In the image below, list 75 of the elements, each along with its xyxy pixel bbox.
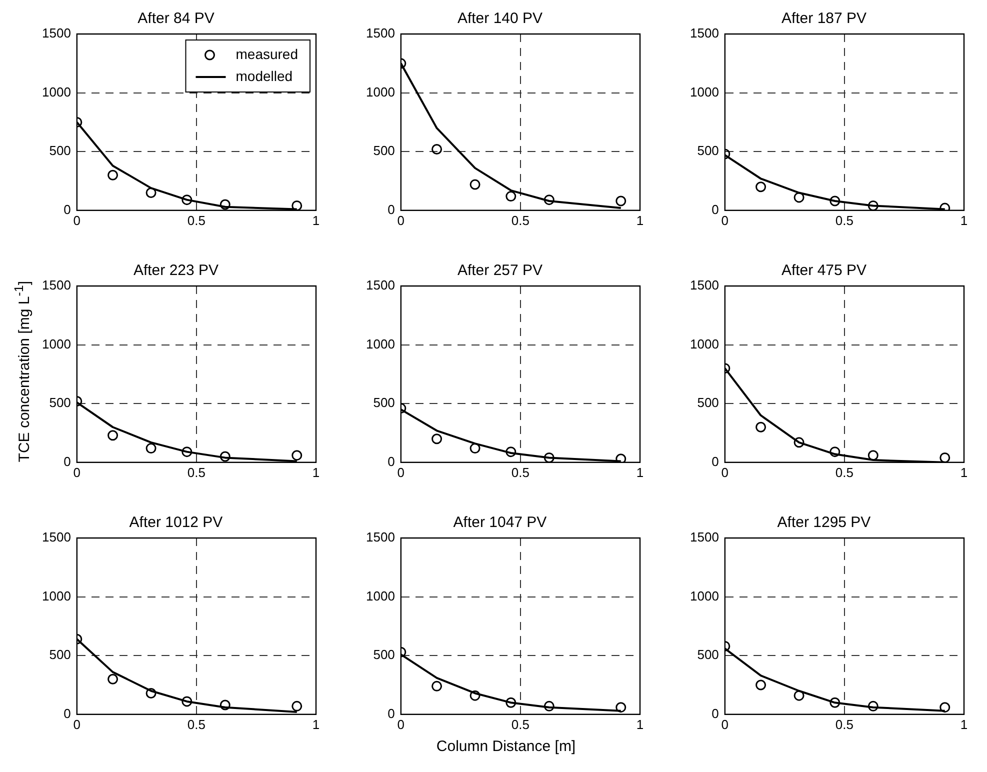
x-tick-label: 0 [721,464,729,480]
y-tick-label: 0 [712,706,719,721]
x-tick-label: 0.5 [835,464,854,480]
x-tick-label: 0.5 [511,464,530,480]
x-tick-label: 1 [960,464,968,480]
y-tick-label: 500 [697,647,719,662]
y-tick-label: 1500 [690,278,719,293]
chart-title: After 257 PV [457,262,543,280]
x-tick-label: 0.5 [187,464,206,480]
chart-title: After 1047 PV [453,514,547,532]
y-tick-label: 1000 [42,588,71,604]
x-tick-label: 0 [397,716,405,732]
x-tick-label: 0 [721,716,729,732]
y-tick-label: 1500 [690,26,719,41]
y-tick-label: 1500 [690,530,719,545]
chart-title: After 1012 PV [129,514,223,532]
y-tick-label: 1500 [42,26,71,41]
x-tick-label: 0.5 [835,716,854,732]
y-tick-label: 500 [49,143,71,158]
y-tick-label: 0 [712,454,719,469]
chart-title: After 475 PV [781,262,867,280]
y-tick-label: 0 [388,706,395,721]
chart-title: After 84 PV [138,10,214,28]
x-tick-label: 0.5 [187,212,206,228]
y-tick-label: 1500 [42,530,71,545]
y-tick-label: 500 [697,395,719,410]
legend-label: modelled [236,68,293,84]
y-tick-label: 0 [64,202,71,217]
y-tick-label: 1000 [690,588,719,604]
y-tick-label: 1500 [366,26,395,41]
x-tick-label: 0 [73,464,81,480]
y-tick-label: 1000 [42,336,71,352]
y-tick-label: 0 [388,454,395,469]
y-tick-label: 500 [373,395,395,410]
y-tick-label: 500 [697,143,719,158]
chart-title: After 223 PV [133,262,219,280]
y-tick-label: 1000 [366,336,395,352]
x-tick-label: 1 [636,212,644,228]
y-tick-label: 500 [373,143,395,158]
x-tick-label: 0.5 [835,212,854,228]
y-tick-label: 0 [388,202,395,217]
y-tick-label: 1000 [366,84,395,100]
x-axis-title: Column Distance [m] [435,738,577,755]
y-tick-label: 1500 [42,278,71,293]
y-tick-label: 500 [373,647,395,662]
y-tick-label: 0 [712,202,719,217]
y-tick-label: 0 [64,706,71,721]
x-tick-label: 1 [636,464,644,480]
x-tick-label: 0 [397,212,405,228]
chart-title: After 140 PV [457,10,543,28]
chart-title: After 187 PV [781,10,867,28]
chart-title: After 1295 PV [777,514,871,532]
x-tick-label: 0 [397,464,405,480]
y-tick-label: 1000 [42,84,71,100]
x-tick-label: 0.5 [511,212,530,228]
x-tick-label: 1 [312,716,320,732]
x-tick-label: 1 [636,716,644,732]
x-tick-label: 0 [721,212,729,228]
y-tick-label: 1500 [366,278,395,293]
y-tick-label: 0 [64,454,71,469]
y-tick-label: 1000 [690,84,719,100]
x-tick-label: 1 [960,716,968,732]
x-tick-label: 1 [312,212,320,228]
x-tick-label: 0 [73,716,81,732]
x-tick-label: 1 [312,464,320,480]
y-tick-label: 1000 [366,588,395,604]
x-tick-label: 0 [73,212,81,228]
y-tick-label: 1500 [366,530,395,545]
y-tick-label: 500 [49,647,71,662]
x-tick-label: 1 [960,212,968,228]
y-tick-label: 500 [49,395,71,410]
x-tick-label: 0.5 [511,716,530,732]
legend-label: measured [236,46,298,62]
x-tick-label: 0.5 [187,716,206,732]
y-tick-label: 1000 [690,336,719,352]
